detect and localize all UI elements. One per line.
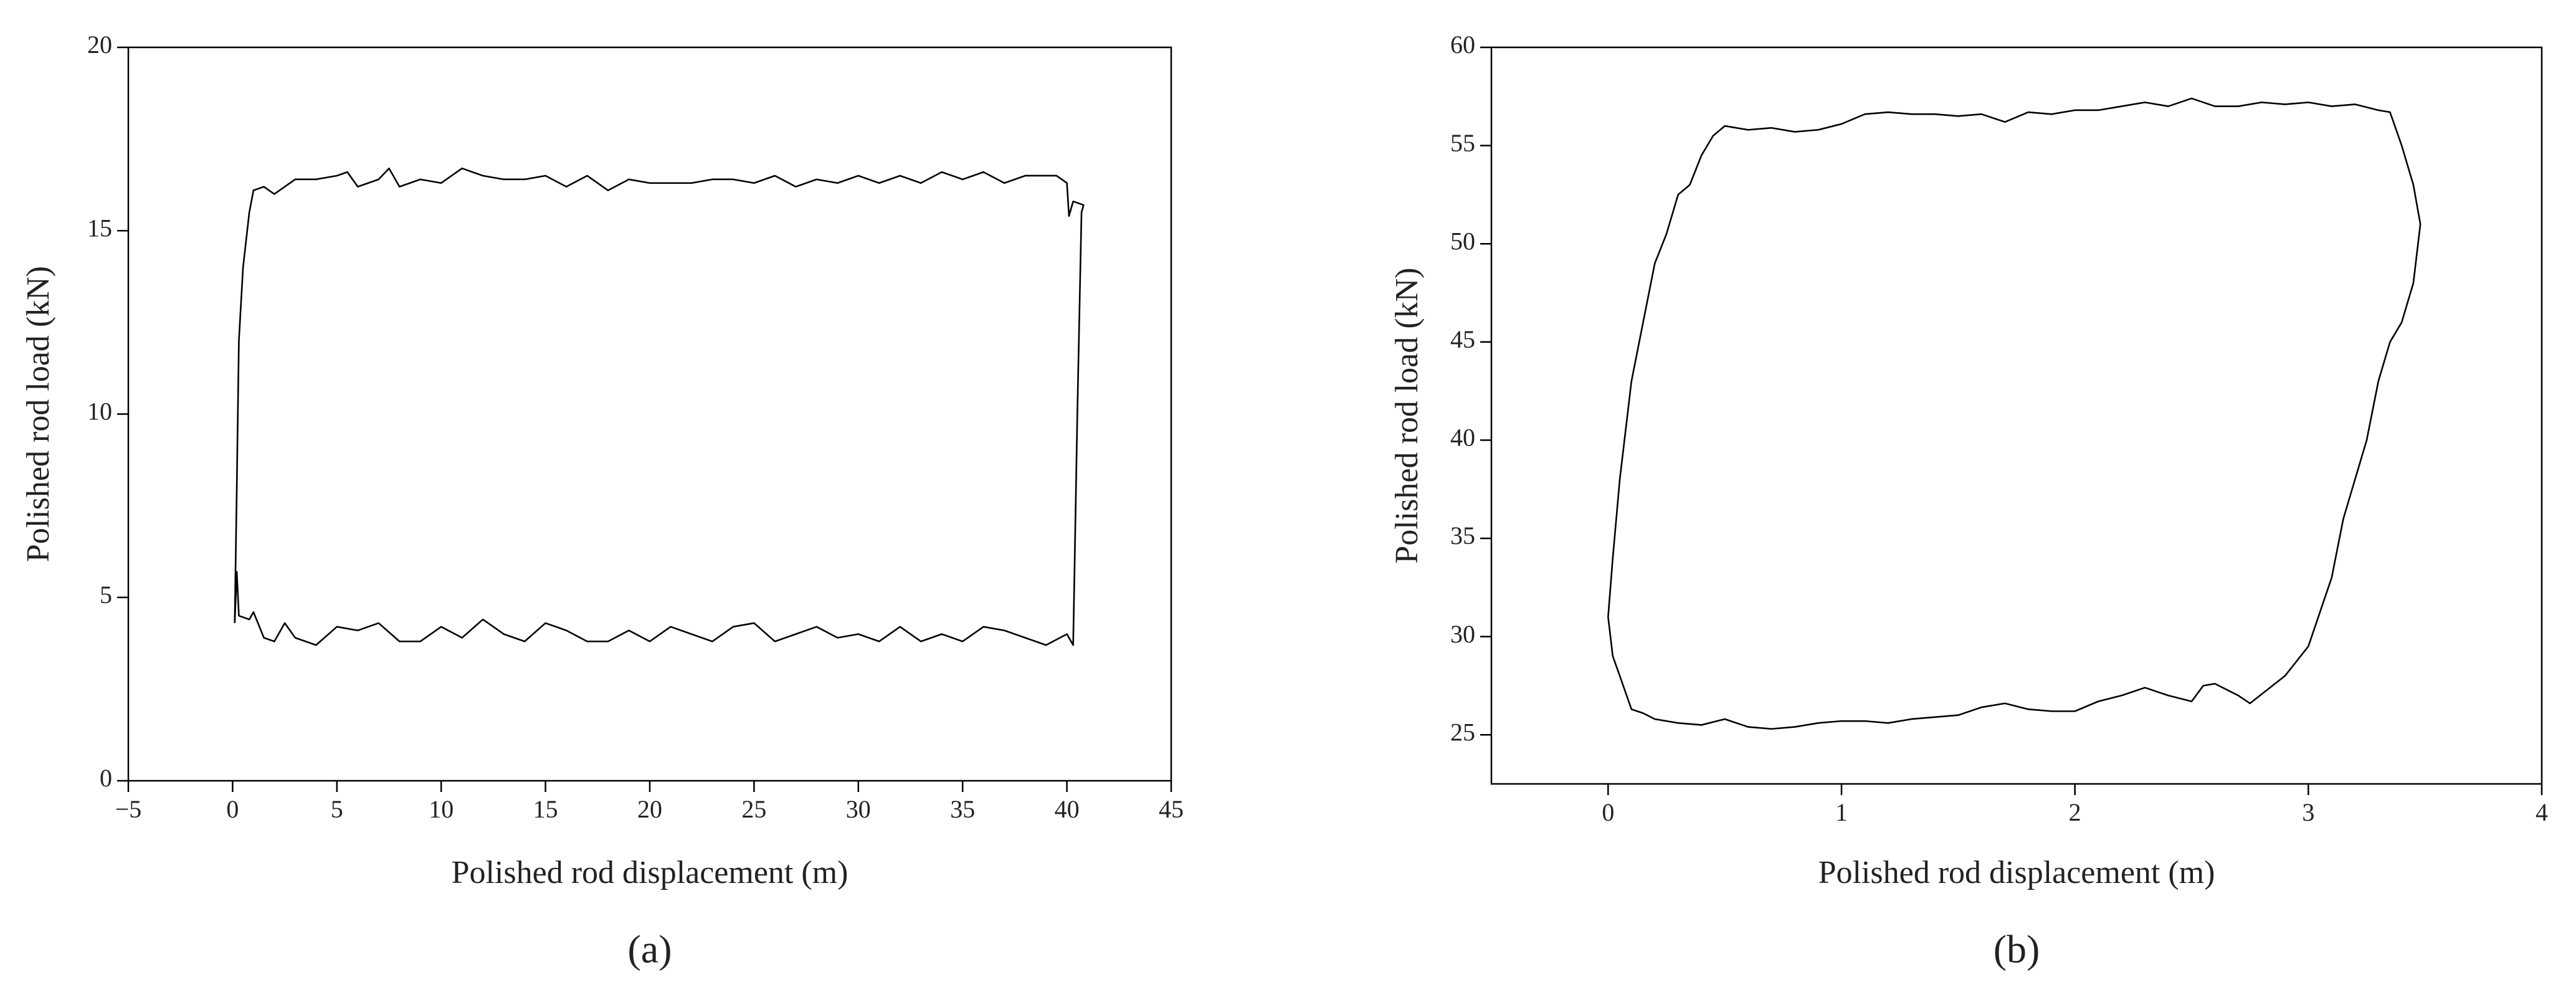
x-tick-label: 0: [1602, 798, 1614, 826]
x-axis-title: Polished rod displacement (m): [452, 855, 848, 890]
y-tick-label: 10: [87, 398, 112, 426]
x-tick-label: 45: [1159, 795, 1184, 823]
y-tick-label: 25: [1450, 718, 1475, 746]
load-curve: [1607, 97, 2422, 730]
x-tick-label: 15: [533, 795, 558, 823]
x-tick-label: 4: [2536, 798, 2548, 826]
x-tick-label: 10: [429, 795, 454, 823]
x-tick-label: 0: [226, 795, 239, 823]
y-axis-title: Polished rod load (kN): [21, 266, 56, 562]
x-tick-label: 5: [331, 795, 343, 823]
panel-label: (a): [627, 927, 672, 971]
y-tick-label: 55: [1450, 129, 1475, 157]
y-tick-label: 30: [1450, 620, 1475, 648]
x-tick-label: 20: [637, 795, 662, 823]
y-axis-title: Polished rod load (kN): [1389, 267, 1425, 563]
y-tick-label: 5: [100, 581, 112, 609]
y-tick-label: 0: [100, 764, 112, 792]
y-tick-label: 50: [1450, 227, 1475, 255]
x-tick-label: 40: [1055, 795, 1080, 823]
x-tick-label: 30: [846, 795, 871, 823]
panel-label: (b): [1994, 927, 2040, 971]
x-tick-label: 3: [2302, 798, 2314, 826]
y-tick-label: 15: [87, 214, 112, 242]
x-tick-label: 2: [2069, 798, 2081, 826]
x-tick-label: 1: [1835, 798, 1848, 826]
y-tick-label: 20: [87, 31, 112, 59]
x-axis-title: Polished rod displacement (m): [1818, 855, 2215, 890]
plot-frame: [1490, 46, 2543, 785]
x-tick-label: −5: [115, 795, 142, 823]
x-tick-label: 35: [950, 795, 975, 823]
plot-frame: [127, 46, 1172, 782]
y-tick-label: 35: [1450, 522, 1475, 550]
y-tick-label: 60: [1450, 31, 1475, 59]
chart-panel: 0 1 2 3 4 25 30 35 40 45 50 55 60 Polished rod displa…: [1389, 31, 2548, 971]
x-tick-label: 25: [741, 795, 766, 823]
y-tick-label: 45: [1450, 325, 1475, 353]
y-tick-label: 40: [1450, 424, 1475, 452]
load-curve: [234, 167, 1085, 646]
